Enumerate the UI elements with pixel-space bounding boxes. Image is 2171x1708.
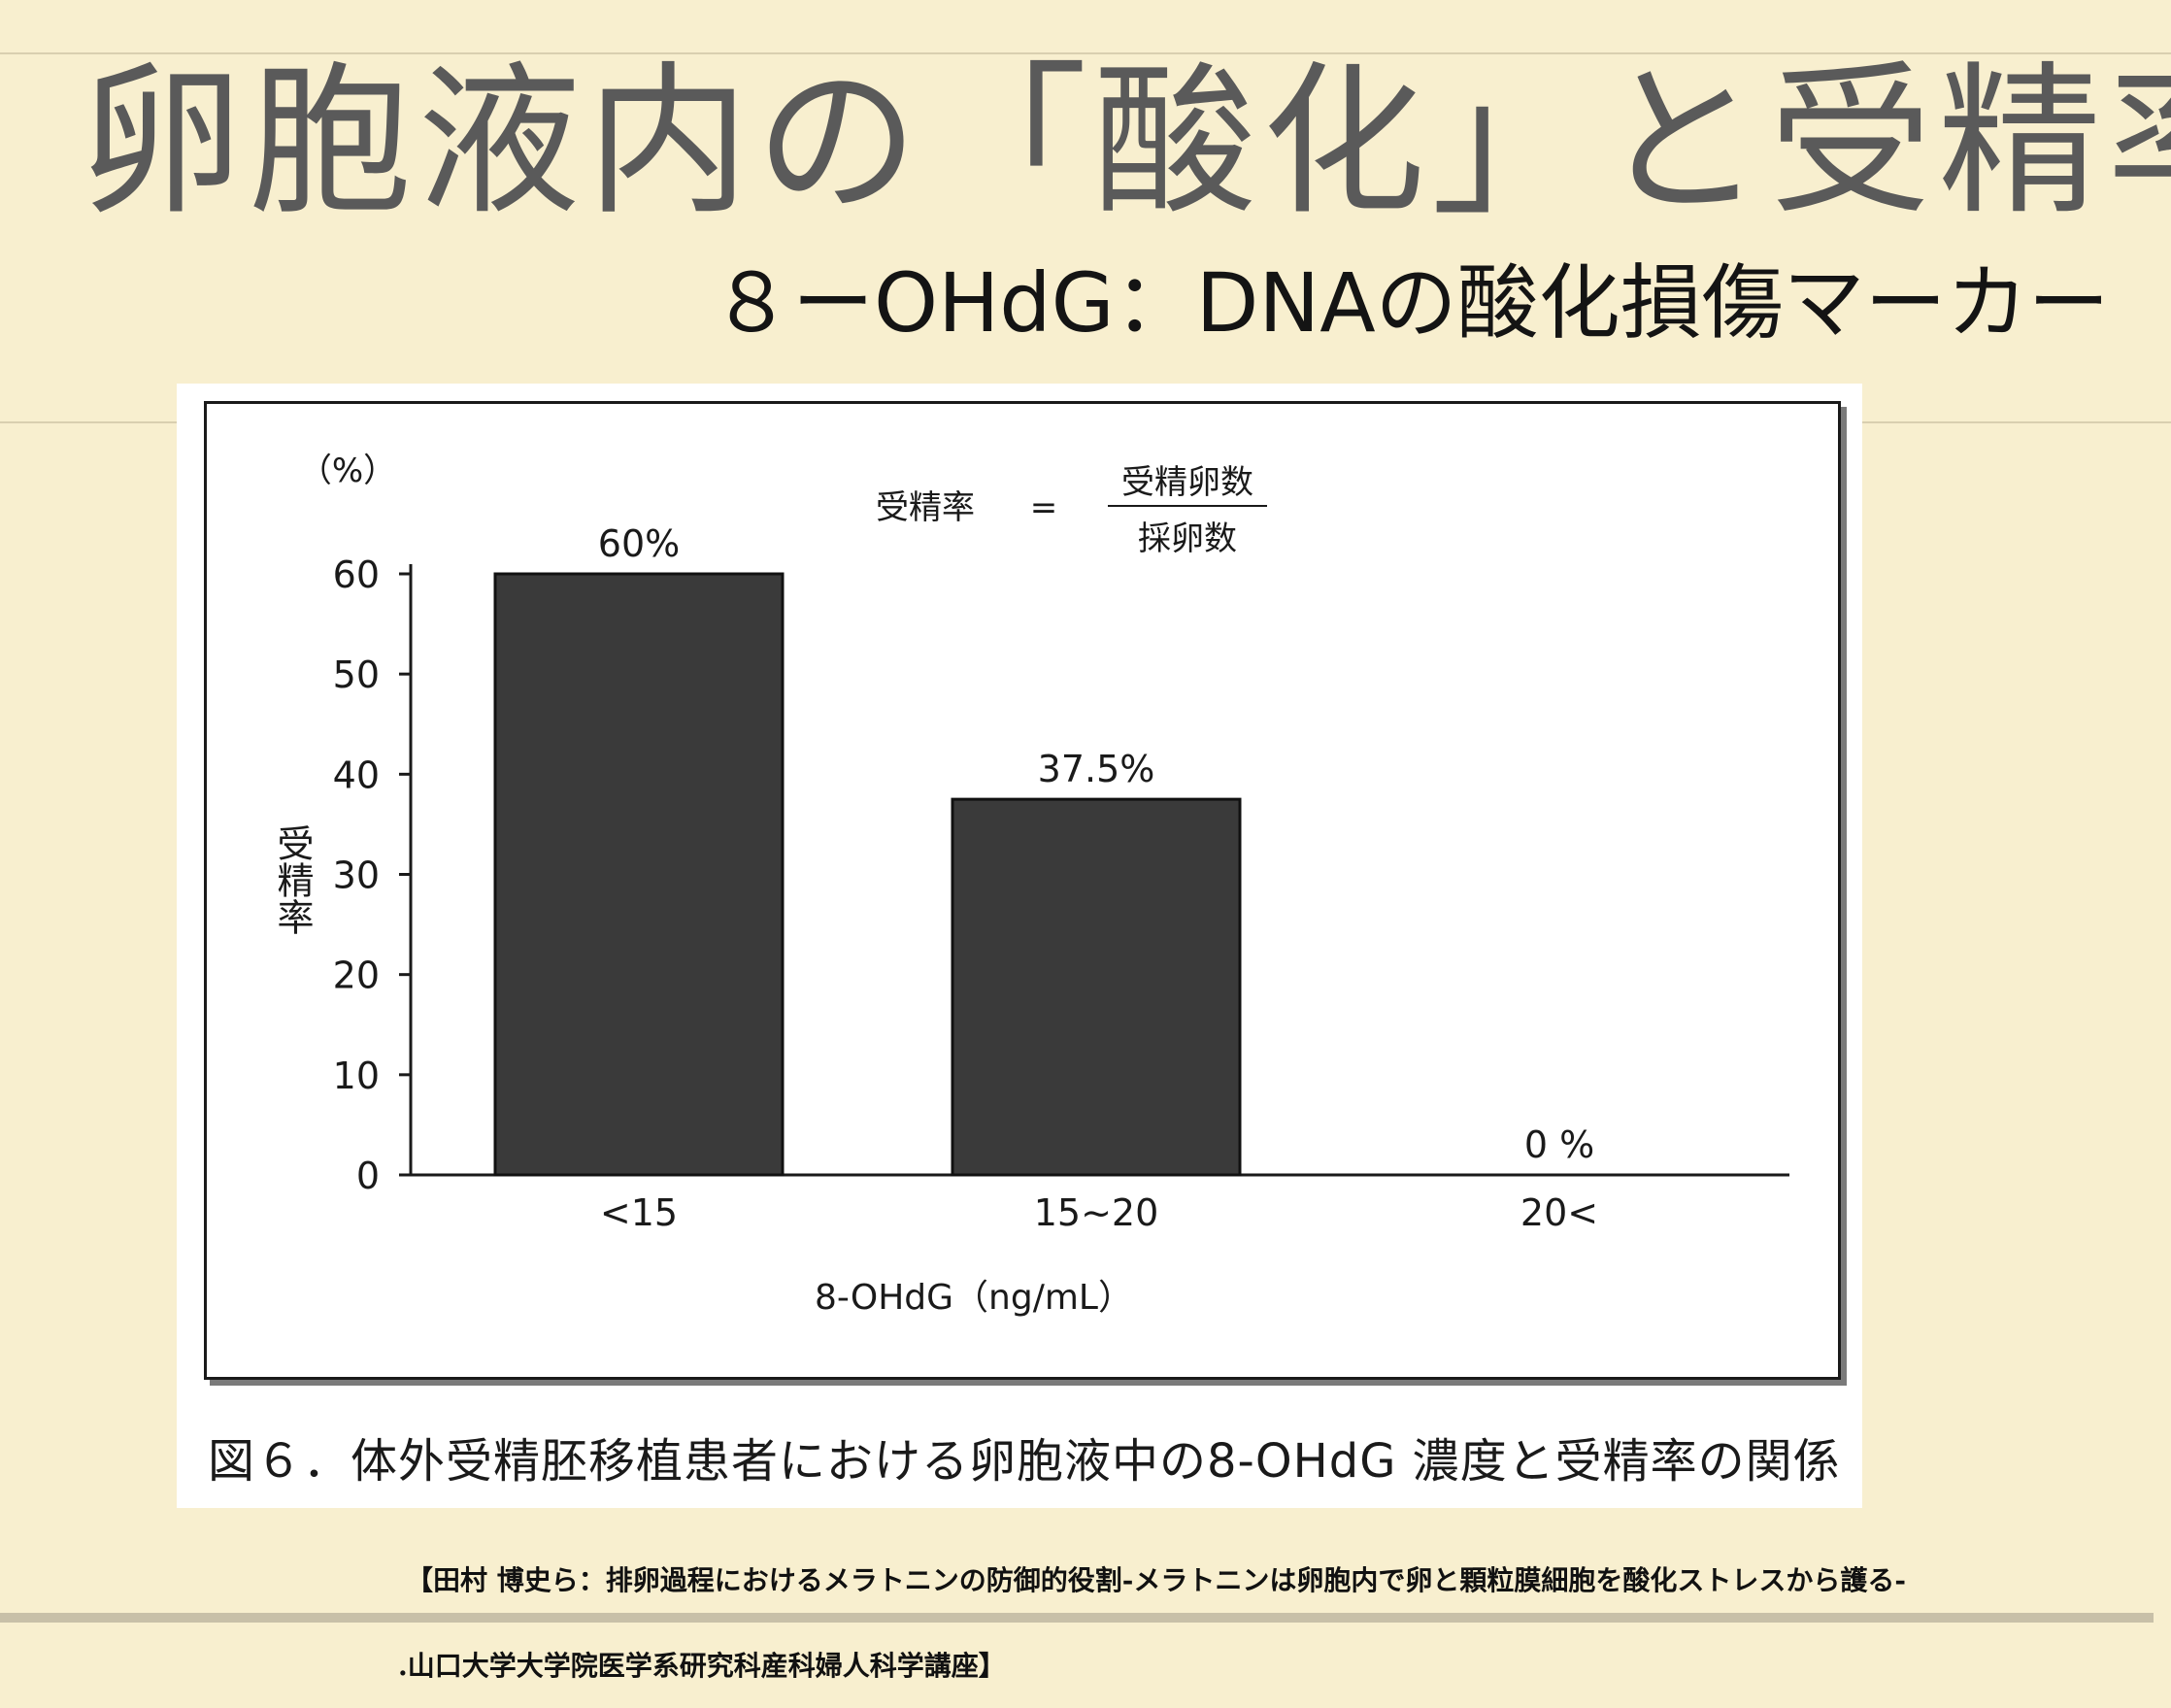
y-tick-label: 0 [356, 1155, 380, 1197]
formula-lhs: 受精率 [876, 488, 975, 527]
footer-bar [0, 1613, 2154, 1623]
figure-caption: 図６．体外受精胚移植患者における卵胞液中の8-OHdG 濃度と受精率の関係 [208, 1434, 1841, 1489]
formula-denominator: 採卵数 [1138, 519, 1237, 558]
x-tick-label: <15 [600, 1191, 678, 1234]
y-tick-label: 50 [333, 653, 380, 696]
bar-data-label: 37.5% [1038, 748, 1155, 790]
fertilization-rate-formula: 受精率 = 受精卵数 採卵数 [876, 463, 1267, 558]
top-rule [0, 52, 2171, 54]
y-axis-unit: （%） [299, 452, 396, 490]
formula-equals: = [1030, 488, 1058, 527]
bar [951, 797, 1242, 1177]
y-tick-label: 40 [333, 754, 380, 796]
figure-panel: 0 10 20 30 40 50 60 （%） 受精率 60% <15 37.5% 15~20 0 % 20… [177, 384, 1862, 1508]
slide-title: 卵胞液内の「酸化」と受精率 [80, 47, 2171, 237]
y-tick-label: 30 [333, 854, 380, 897]
y-tick-label: 60 [333, 553, 380, 596]
y-tick-label: 20 [333, 954, 380, 997]
formula-numerator: 受精卵数 [1121, 463, 1253, 502]
y-axis-label: 受精率 [271, 824, 314, 935]
bar-data-label: 60% [598, 522, 680, 565]
citation-line-2: .山口大学大学院医学系研究科産科婦人科学講座】 [398, 1650, 1006, 1682]
slide-subtitle: ８ーOHdG：DNAの酸化損傷マーカー [711, 255, 2110, 351]
chart-frame: 0 10 20 30 40 50 60 （%） 受精率 60% <15 37.5% 15~20 0 % 20… [204, 401, 1841, 1380]
y-tick-label: 10 [333, 1055, 380, 1097]
bar [493, 572, 785, 1177]
citation-line-1: 【田村 博史ら：排卵過程におけるメラトニンの防御的役割-メラトニンは卵胞内で卵と… [406, 1564, 1906, 1596]
bar-data-label: 0 % [1524, 1123, 1594, 1166]
x-axis-label: 8-OHdG（ng/mL） [815, 1278, 1133, 1318]
x-tick-label: 15~20 [1034, 1191, 1159, 1234]
x-tick-label: 20< [1520, 1191, 1598, 1234]
bar-chart: 0 10 20 30 40 50 60 （%） 受精率 60% <15 37.5% 15~20 0 % 20… [271, 452, 1789, 1318]
